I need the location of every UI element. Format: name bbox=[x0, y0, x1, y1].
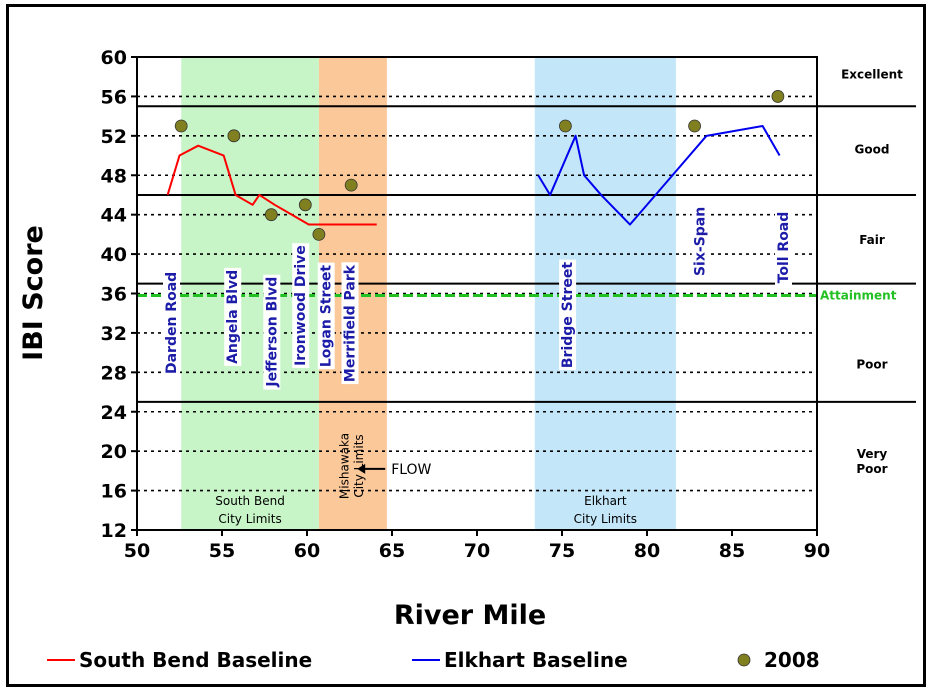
data-point-2008 bbox=[559, 119, 572, 133]
x-tick-label: 65 bbox=[379, 540, 405, 562]
x-tick-label: 80 bbox=[634, 540, 660, 562]
flow-arrow-head bbox=[357, 463, 366, 474]
road-label-text: Ironwood Drive bbox=[293, 245, 309, 366]
region-label-0-1: City Limits bbox=[218, 512, 281, 526]
category-label-0: Excellent bbox=[841, 68, 903, 82]
road-label-text: Angela Blvd bbox=[225, 270, 241, 364]
region-label-line: City Limits bbox=[352, 434, 366, 497]
region-band-2 bbox=[534, 57, 676, 530]
region-label-0-0: South Bend bbox=[215, 494, 285, 508]
road-label-bg bbox=[224, 267, 242, 366]
category-label-4-0: Very bbox=[857, 447, 888, 461]
road-label-bg bbox=[559, 259, 577, 371]
grid-lines bbox=[137, 95, 817, 492]
y-tick-label: 32 bbox=[101, 323, 127, 345]
data-point-2008 bbox=[344, 178, 358, 192]
data-point-2008 bbox=[298, 198, 312, 212]
points-2008 bbox=[174, 90, 785, 241]
road-label-8: Toll Road bbox=[775, 209, 792, 286]
region-label-2-0: Elkhart bbox=[584, 494, 627, 508]
y-tick-label: 16 bbox=[101, 481, 127, 503]
x-tick-label: 85 bbox=[719, 540, 745, 562]
legend-label-2008: 2008 bbox=[764, 648, 820, 672]
road-label-text: Jefferson Blvd bbox=[264, 277, 280, 388]
road-label-text: Merrifield Park bbox=[343, 264, 359, 382]
x-tick-label: 75 bbox=[549, 540, 575, 562]
road-label-bg bbox=[163, 269, 180, 377]
y-axis-title: IBI Score bbox=[18, 225, 49, 361]
road-label-bg bbox=[263, 274, 281, 390]
flow-label: FLOW bbox=[391, 462, 431, 478]
chart-frame bbox=[6, 4, 926, 687]
road-label-text: Six-Span bbox=[693, 207, 709, 276]
y-tick-label: 40 bbox=[101, 244, 127, 266]
x-tick-label: 70 bbox=[464, 540, 490, 562]
data-point-2008 bbox=[174, 119, 188, 133]
series-line-1 bbox=[537, 124, 781, 226]
data-point-2008 bbox=[688, 119, 701, 133]
data-point-2008 bbox=[312, 227, 326, 241]
y-tick-label: 12 bbox=[101, 520, 127, 542]
category-label-1: Good bbox=[855, 143, 890, 157]
threshold-lines: Attainment bbox=[137, 105, 916, 403]
road-label-4: Logan Street bbox=[317, 262, 335, 370]
y-tick-label: 56 bbox=[101, 86, 127, 108]
road-label-text: Logan Street bbox=[319, 265, 335, 368]
x-tick-label: 90 bbox=[804, 540, 830, 562]
legend-marker-2008 bbox=[737, 653, 751, 667]
attainment-label: Attainment bbox=[820, 288, 897, 302]
road-label-2: Jefferson Blvd bbox=[263, 274, 281, 390]
legend: South Bend Baseline Elkhart Baseline 200… bbox=[47, 648, 820, 672]
y-tick-label: 60 bbox=[101, 47, 127, 69]
y-tick-label: 44 bbox=[101, 205, 127, 227]
legend-label-south-bend: South Bend Baseline bbox=[79, 648, 312, 672]
baseline-lines bbox=[166, 124, 781, 226]
y-tick-label: 28 bbox=[101, 362, 127, 384]
road-label-text: Toll Road bbox=[776, 212, 792, 284]
flow-annotation: FLOW bbox=[357, 462, 432, 478]
road-label-6: Bridge Street bbox=[559, 259, 577, 371]
category-label-2: Fair bbox=[859, 233, 885, 247]
y-tick-label: 24 bbox=[101, 402, 127, 424]
road-label-bg bbox=[691, 204, 709, 279]
road-label-0: Darden Road bbox=[163, 269, 180, 377]
road-label-text: Darden Road bbox=[164, 272, 180, 374]
road-label-bg bbox=[317, 262, 335, 370]
data-point-2008 bbox=[771, 90, 785, 103]
x-axis-title: River Mile bbox=[394, 600, 546, 631]
y-tick-label: 52 bbox=[101, 126, 127, 148]
region-label-2-1: City Limits bbox=[574, 512, 637, 526]
y-tick-label: 36 bbox=[101, 284, 127, 306]
road-label-1: Angela Blvd bbox=[224, 267, 242, 366]
x-tick-label: 55 bbox=[209, 540, 235, 562]
legend-label-elkhart: Elkhart Baseline bbox=[444, 648, 628, 672]
road-label-bg bbox=[775, 209, 792, 286]
category-label-3: Poor bbox=[856, 357, 887, 371]
x-tick-label: 60 bbox=[294, 540, 320, 562]
region-label-line: Mishawaka bbox=[338, 433, 352, 499]
road-label-5: Merrifield Park bbox=[341, 262, 359, 385]
road-label-text: Bridge Street bbox=[560, 262, 576, 368]
data-point-2008 bbox=[264, 208, 278, 222]
x-tick-label: 50 bbox=[124, 540, 150, 562]
y-tick-label: 20 bbox=[101, 441, 127, 463]
road-label-3: Ironwood Drive bbox=[292, 243, 310, 368]
road-label-7: Six-Span bbox=[691, 204, 709, 279]
region-label-1: MishawakaCity Limits bbox=[338, 433, 366, 499]
road-label-bg bbox=[341, 262, 359, 385]
road-label-bg bbox=[292, 243, 310, 368]
data-point-2008 bbox=[227, 129, 241, 143]
y-tick-label: 48 bbox=[101, 165, 127, 187]
axes: 12 16 20 24 28 32 36 40 44 48 52 56 60 50 55 60 65 70 75 80… bbox=[101, 47, 831, 562]
road-labels: Darden Road Angela Blvd Jefferson Blvd Iron… bbox=[163, 204, 792, 390]
category-label-4-1: Poor bbox=[856, 462, 887, 476]
series-line-0 bbox=[166, 144, 377, 226]
